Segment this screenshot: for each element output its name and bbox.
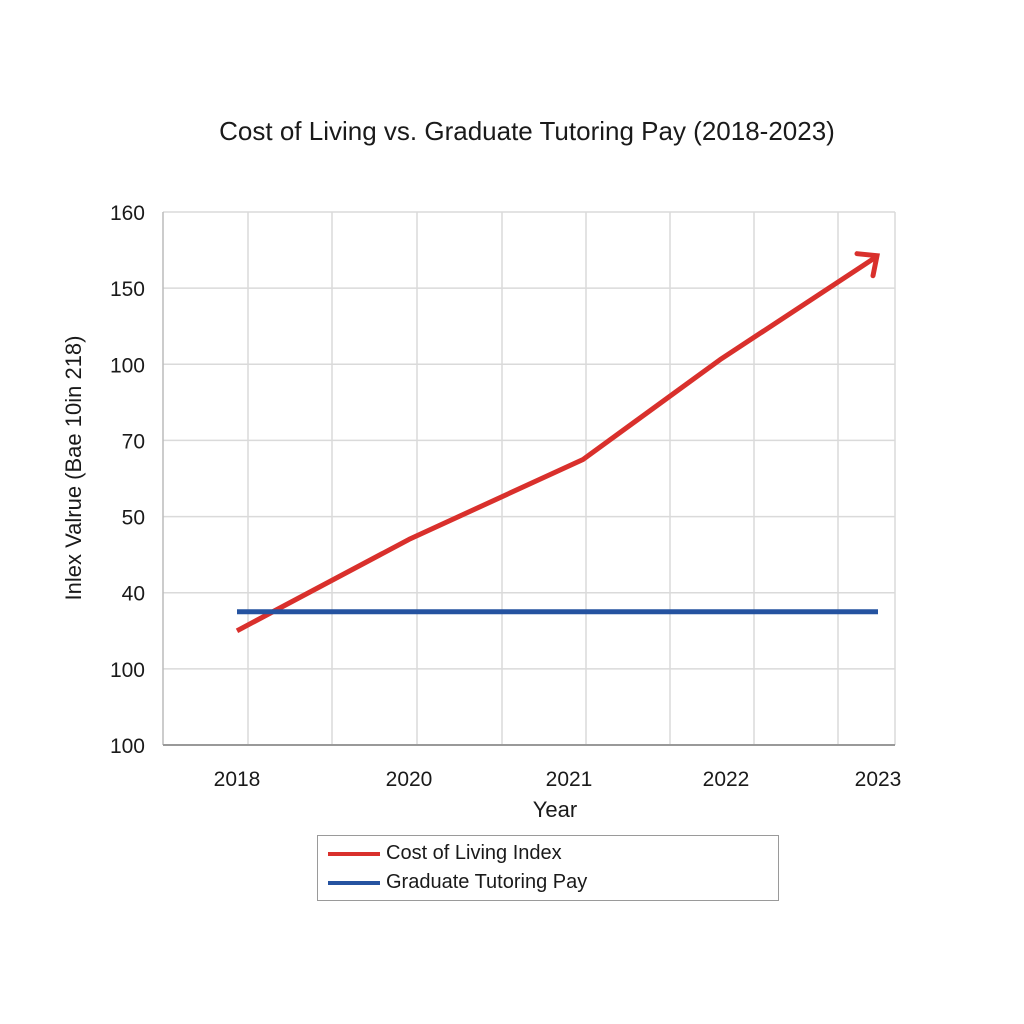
y-tick-label: 160 [110,202,145,225]
legend-swatch [328,851,380,856]
legend-swatch [328,880,380,885]
y-tick-label: 70 [122,430,145,453]
legend-item-cost-of-living: Cost of Living Index [328,842,562,865]
x-tick-label: 2020 [386,768,433,791]
y-tick-label: 150 [110,278,145,301]
x-tick-label: 2021 [546,768,593,791]
x-axis-label: Year [532,797,578,822]
x-tick-label: 2018 [214,768,261,791]
chart-title: Cost of Living vs. Graduate Tutoring Pay… [219,116,835,146]
legend-label: Graduate Tutoring Pay [386,871,588,893]
x-tick-label: 2022 [703,768,750,791]
legend-item-tutoring-pay: Graduate Tutoring Pay [328,871,587,894]
legend-label: Cost of Living Index [386,842,562,864]
x-tick-label: 2023 [855,768,902,791]
legend: Cost of Living Index Graduate Tutoring P… [317,835,779,901]
y-tick-label: 100 [110,659,145,682]
y-tick-label: 100 [110,735,145,758]
arrow-head-icon [854,251,880,279]
y-tick-label: 100 [110,354,145,377]
y-tick-label: 40 [122,583,145,606]
y-tick-label: 50 [122,507,145,530]
